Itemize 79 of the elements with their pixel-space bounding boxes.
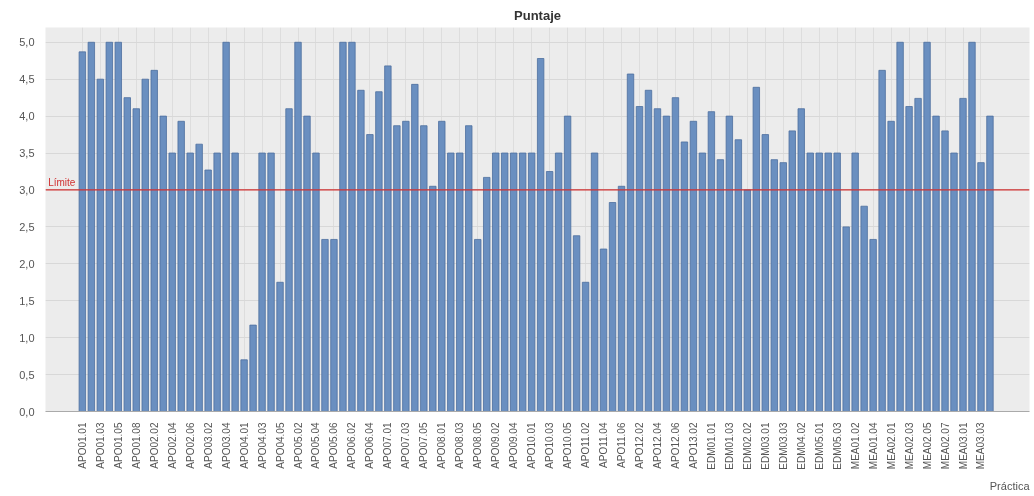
x-tick-label: MEA01.04 [867, 422, 879, 470]
bar [635, 106, 644, 412]
x-tick-label: APO02.06 [184, 422, 196, 469]
x-tick-label: EDM04.02 [795, 422, 807, 470]
x-tick-label: EDM01.03 [723, 422, 735, 470]
x-tick-label: APO01.05 [112, 422, 124, 469]
bar [689, 120, 698, 412]
x-tick-label: APO05.06 [328, 422, 340, 469]
x-tick-label: APO08.05 [472, 422, 484, 469]
bar [590, 152, 599, 412]
x-tick-label: APO09.04 [508, 422, 520, 469]
x-tick-label: EDM01.01 [705, 422, 717, 470]
y-tick-label: 4,0 [19, 110, 35, 123]
bar [599, 248, 608, 412]
x-tick-label: APO02.04 [166, 422, 178, 469]
x-tick-label: APO08.01 [436, 422, 448, 469]
y-tick-label: 1,5 [19, 294, 35, 307]
x-tick-label: APO03.02 [202, 422, 214, 469]
x-tick-label: MEA02.01 [885, 422, 897, 470]
x-tick-label: EDM02.02 [741, 422, 753, 470]
x-tick-label: APO10.05 [562, 422, 574, 469]
bar [617, 185, 626, 412]
x-tick-label: APO01.03 [94, 422, 106, 469]
bar [572, 235, 581, 412]
bar [680, 141, 689, 412]
x-tick-label: APO04.05 [274, 422, 286, 469]
x-tick-label: APO11.06 [616, 422, 628, 468]
chart-title: Puntaje [514, 7, 561, 23]
x-tick-label: APO09.02 [490, 422, 502, 469]
x-tick-label: APO06.02 [346, 422, 358, 469]
bar [644, 89, 653, 412]
x-tick-label: MEA02.05 [921, 422, 933, 470]
x-tick-label: APO01.08 [130, 422, 142, 469]
bar [653, 108, 662, 412]
y-tick-label: 3,0 [19, 183, 35, 196]
bar [608, 202, 617, 412]
bar [626, 73, 635, 412]
x-tick-label: APO08.03 [454, 422, 466, 469]
y-tick-label: 3,5 [19, 147, 35, 160]
x-tick-label: MEA01.02 [849, 422, 861, 470]
y-tick-label: 0,5 [19, 368, 35, 381]
x-tick-label: APO06.04 [364, 422, 376, 469]
x-tick-label: APO12.02 [633, 422, 645, 469]
x-tick-label: MEA02.03 [903, 422, 915, 470]
x-tick-label: APO11.02 [580, 422, 592, 468]
x-tick-label: APO01.01 [76, 422, 88, 469]
x-tick-label: EDM03.01 [759, 422, 771, 470]
bar [671, 97, 680, 412]
bar [581, 281, 590, 412]
ref-line-label: Límite [48, 176, 76, 188]
x-tick-label: APO10.03 [544, 422, 556, 469]
bar [662, 115, 671, 412]
x-tick-label: EDM05.03 [831, 422, 843, 470]
x-tick-label: APO07.01 [382, 422, 394, 469]
x-tick-label: APO05.04 [310, 422, 322, 469]
x-tick-label: APO10.01 [526, 422, 538, 469]
y-tick-label: 2,0 [19, 257, 35, 270]
y-tick-label: 5,0 [19, 36, 35, 49]
x-axis-title: Práctica [989, 479, 1031, 492]
x-tick-label: MEA03.01 [957, 422, 969, 470]
y-tick-label: 0,0 [19, 405, 35, 418]
x-tick-label: APO03.04 [220, 422, 232, 469]
x-tick-label: APO11.04 [598, 422, 610, 468]
x-tick-label: APO04.03 [256, 422, 268, 469]
y-tick-label: 2,5 [19, 220, 35, 233]
x-tick-label: APO02.02 [148, 422, 160, 469]
x-tick-label: APO07.03 [400, 422, 412, 469]
x-tick-label: MEA02.07 [939, 422, 951, 470]
x-tick-label: EDM03.03 [777, 422, 789, 470]
x-tick-label: APO12.04 [651, 422, 663, 469]
x-tick-label: APO13.02 [687, 422, 699, 469]
x-tick-label: APO12.06 [669, 422, 681, 469]
y-tick-label: 1,0 [19, 331, 35, 344]
x-tick-label: APO07.05 [418, 422, 430, 469]
x-tick-label: APO04.01 [238, 422, 250, 469]
x-tick-label: EDM05.01 [813, 422, 825, 470]
x-tick-label: MEA03.03 [975, 422, 987, 470]
x-tick-label: APO05.02 [292, 422, 304, 469]
y-tick-label: 4,5 [19, 73, 35, 86]
